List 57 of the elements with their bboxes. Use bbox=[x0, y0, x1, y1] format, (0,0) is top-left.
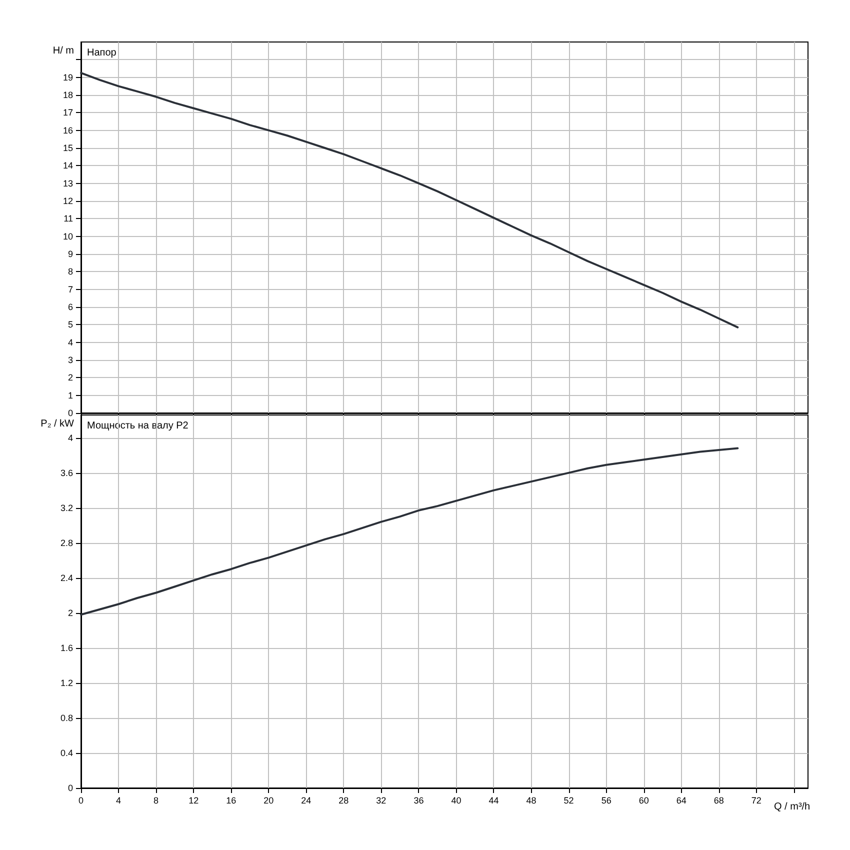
y-tick-label: 4 bbox=[68, 432, 73, 443]
y-tick-label: 3.2 bbox=[60, 502, 73, 513]
x-tick-label: 16 bbox=[226, 796, 236, 806]
x-tick-label: 72 bbox=[751, 796, 762, 806]
y-tick-label: 2 bbox=[68, 608, 73, 618]
y-tick-label: 0.8 bbox=[60, 712, 73, 723]
y-tick-label: 2.4 bbox=[60, 572, 73, 583]
y-tick-label: 2.8 bbox=[60, 538, 73, 548]
y-tick-label: 18 bbox=[62, 90, 73, 100]
y-tick-label: 17 bbox=[62, 108, 73, 118]
y-tick-label: 1.6 bbox=[60, 642, 73, 653]
line-series bbox=[80, 72, 739, 328]
y-tick-label: 2 bbox=[68, 372, 73, 383]
y-tick-label: 14 bbox=[62, 160, 73, 171]
y-tick-label: 5 bbox=[68, 320, 73, 330]
y-tick-label: 12 bbox=[62, 196, 73, 206]
y-tick-label: 13 bbox=[62, 178, 73, 188]
x-tick-label: 60 bbox=[638, 796, 649, 806]
y-tick-label: 0 bbox=[68, 408, 73, 418]
x-tick-label: 12 bbox=[188, 796, 199, 806]
x-tick-label: 8 bbox=[154, 796, 159, 806]
x-tick-label: 56 bbox=[601, 796, 612, 806]
x-tick-label: 24 bbox=[301, 796, 312, 806]
y-tick-label: 16 bbox=[62, 125, 73, 136]
x-tick-label: 20 bbox=[264, 796, 274, 806]
y-tick-label: 4 bbox=[68, 337, 73, 348]
x-tick-label: 32 bbox=[376, 796, 386, 806]
y-tick-label: 7 bbox=[68, 284, 73, 294]
x-tick-label: 64 bbox=[676, 796, 686, 806]
x-tick-label: 36 bbox=[414, 796, 424, 806]
x-tick-label: 52 bbox=[564, 796, 574, 806]
y-axis-title: H/ m bbox=[52, 46, 74, 56]
x-tick-label: 44 bbox=[488, 796, 499, 806]
line-series bbox=[80, 447, 739, 616]
y-tick-label: 15 bbox=[62, 143, 73, 153]
text: Напор bbox=[87, 48, 117, 58]
y-tick-label: 3 bbox=[68, 355, 73, 365]
y-tick-label: 1.2 bbox=[60, 678, 73, 688]
y-tick-label: 10 bbox=[62, 231, 73, 242]
x-tick-label: 40 bbox=[451, 796, 462, 806]
x-tick-label: 68 bbox=[714, 796, 724, 806]
y-tick-label: 0 bbox=[68, 783, 73, 793]
x-tick-label: 0 bbox=[78, 796, 84, 806]
y-tick-label: 0.4 bbox=[60, 748, 73, 758]
text: Мощность на валу P2 bbox=[87, 420, 189, 432]
y-tick-label: 1 bbox=[68, 390, 73, 400]
x-axis-title: Q / m³/h bbox=[774, 802, 810, 812]
y-tick-label: 9 bbox=[68, 249, 73, 259]
x-tick-label: 28 bbox=[338, 796, 349, 806]
x-tick-label: 48 bbox=[526, 796, 536, 806]
x-tick-label: 4 bbox=[116, 796, 122, 806]
y-tick-label: 3.6 bbox=[60, 468, 73, 478]
y-tick-label: 11 bbox=[64, 214, 73, 224]
y-tick-label: 6 bbox=[68, 302, 73, 312]
y-axis-title: P₂ / kW bbox=[40, 418, 75, 430]
y-tick-label: 19 bbox=[62, 72, 73, 82]
y-tick-label: 8 bbox=[68, 266, 73, 277]
